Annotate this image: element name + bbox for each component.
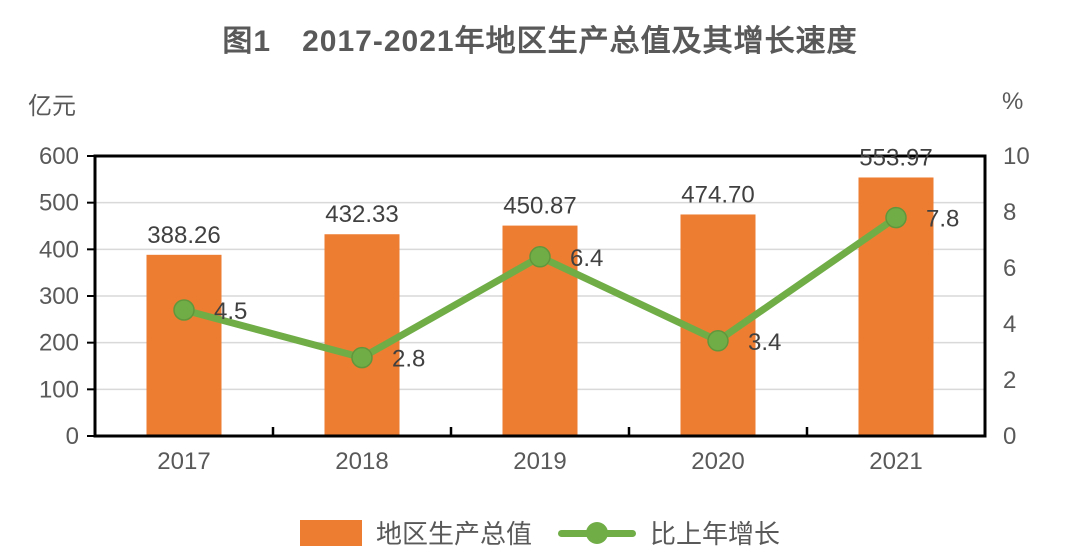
category-label: 2017 (157, 448, 210, 475)
right-axis-tick-label: 8 (1003, 199, 1016, 226)
left-axis-tick-label: 0 (66, 423, 79, 450)
bar-value-label: 432.33 (325, 201, 398, 228)
growth-value-label: 4.5 (214, 298, 247, 325)
category-label: 2020 (691, 448, 744, 475)
category-label: 2021 (869, 448, 922, 475)
legend-line-marker-swatch (558, 521, 636, 544)
right-axis-tick-label: 4 (1003, 311, 1016, 338)
right-axis-tick-label: 2 (1003, 367, 1016, 394)
left-axis-tick-label: 400 (39, 236, 79, 263)
growth-marker-2018 (351, 346, 373, 369)
legend: 地区生产总值 比上年增长 (0, 514, 1080, 551)
growth-marker-2019 (529, 246, 551, 268)
left-axis-tick-label: 100 (39, 376, 79, 403)
chart-title: 图1 2017-2021年地区生产总值及其增长速度 (222, 25, 858, 58)
category-label: 2018 (335, 448, 388, 475)
legend-label-growth: 比上年增长 (650, 519, 781, 549)
bar-value-label: 553.97 (859, 144, 932, 171)
left-axis-tick-label: 200 (39, 330, 79, 357)
legend-label-gdp: 地区生产总值 (375, 519, 532, 549)
left-axis-unit-label: 亿元 (28, 93, 76, 120)
growth-value-label: 3.4 (748, 329, 781, 356)
growth-marker-2021 (885, 206, 907, 229)
right-axis-unit-label: % (1002, 88, 1024, 115)
left-axis-tick-label: 600 (39, 143, 79, 170)
right-axis-tick-label: 10 (1003, 143, 1030, 170)
bar-value-label: 474.70 (681, 181, 754, 208)
growth-value-label: 7.8 (926, 206, 959, 233)
left-axis-tick-label: 500 (39, 190, 79, 217)
bar-2017 (146, 254, 222, 436)
bar-2018 (324, 234, 400, 436)
bar-value-label: 450.87 (503, 193, 576, 220)
legend-bar-swatch (299, 519, 362, 546)
growth-value-label: 6.4 (570, 245, 603, 272)
right-axis-tick-label: 6 (1003, 255, 1016, 282)
bar-value-label: 388.26 (147, 222, 220, 249)
right-axis-tick-label: 0 (1003, 423, 1016, 450)
growth-value-label: 2.8 (392, 346, 425, 373)
growth-marker-2017 (173, 299, 195, 321)
left-axis-tick-label: 300 (39, 283, 79, 310)
legend-marker-dot-icon (586, 521, 608, 544)
growth-marker-2020 (707, 330, 729, 352)
category-label: 2019 (513, 448, 566, 475)
